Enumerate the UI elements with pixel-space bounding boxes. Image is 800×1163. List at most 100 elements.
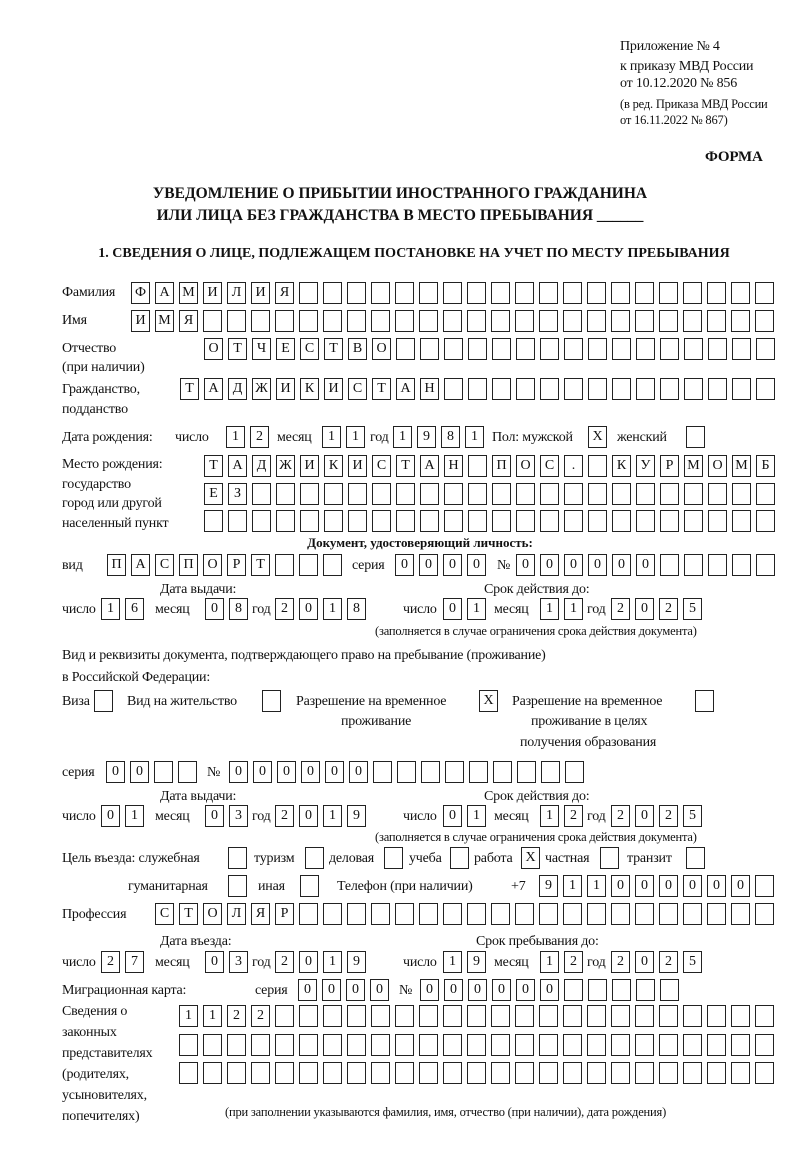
char-box[interactable] <box>347 282 366 304</box>
char-box[interactable] <box>299 310 318 332</box>
char-box[interactable]: Н <box>420 378 439 400</box>
char-box[interactable] <box>228 510 247 532</box>
char-box[interactable] <box>563 903 582 925</box>
char-box[interactable] <box>467 1062 486 1084</box>
char-box[interactable] <box>275 1034 294 1056</box>
char-box[interactable] <box>203 1034 222 1056</box>
char-box[interactable]: 0 <box>299 805 318 827</box>
char-box[interactable] <box>467 903 486 925</box>
char-box[interactable] <box>275 554 294 576</box>
char-box[interactable] <box>395 1005 414 1027</box>
char-box[interactable] <box>756 378 775 400</box>
char-box[interactable] <box>179 1062 198 1084</box>
char-box[interactable]: 9 <box>467 951 486 973</box>
char-box[interactable] <box>397 761 416 783</box>
char-box[interactable] <box>707 1034 726 1056</box>
char-box[interactable]: 2 <box>564 805 583 827</box>
char-box[interactable] <box>540 338 559 360</box>
char-box[interactable] <box>611 903 630 925</box>
char-box[interactable] <box>395 282 414 304</box>
char-box[interactable]: О <box>516 455 535 477</box>
char-box[interactable] <box>539 1005 558 1027</box>
char-box[interactable] <box>540 378 559 400</box>
purpose-humanitarian-checkbox[interactable] <box>228 875 252 897</box>
char-box[interactable]: Ж <box>252 378 271 400</box>
char-box[interactable] <box>469 761 488 783</box>
char-box[interactable]: Е <box>204 483 223 505</box>
char-box[interactable]: 0 <box>229 761 248 783</box>
checkbox-box[interactable]: X <box>588 426 607 448</box>
char-box[interactable] <box>635 903 654 925</box>
char-box[interactable]: Я <box>251 903 270 925</box>
char-box[interactable]: 0 <box>349 761 368 783</box>
char-box[interactable] <box>683 903 702 925</box>
char-box[interactable] <box>372 483 391 505</box>
char-box[interactable]: 0 <box>443 598 462 620</box>
char-box[interactable] <box>395 310 414 332</box>
char-box[interactable] <box>732 483 751 505</box>
char-box[interactable] <box>636 979 655 1001</box>
char-box[interactable] <box>347 903 366 925</box>
char-box[interactable] <box>708 483 727 505</box>
char-box[interactable] <box>468 338 487 360</box>
char-box[interactable] <box>588 979 607 1001</box>
char-box[interactable]: 0 <box>540 979 559 1001</box>
char-box[interactable] <box>635 1005 654 1027</box>
char-box[interactable]: 0 <box>253 761 272 783</box>
char-box[interactable] <box>445 761 464 783</box>
char-box[interactable] <box>323 1034 342 1056</box>
char-box[interactable]: 0 <box>516 979 535 1001</box>
char-box[interactable]: 1 <box>393 426 412 448</box>
char-box[interactable]: 2 <box>275 805 294 827</box>
char-box[interactable] <box>493 761 512 783</box>
char-box[interactable]: 2 <box>659 598 678 620</box>
char-box[interactable] <box>203 1062 222 1084</box>
char-box[interactable]: 1 <box>179 1005 198 1027</box>
char-box[interactable]: М <box>179 282 198 304</box>
char-box[interactable]: 8 <box>347 598 366 620</box>
char-box[interactable]: 0 <box>395 554 414 576</box>
char-box[interactable] <box>419 903 438 925</box>
char-box[interactable]: 0 <box>443 805 462 827</box>
char-box[interactable]: 0 <box>659 875 678 897</box>
char-box[interactable] <box>659 310 678 332</box>
char-box[interactable]: У <box>636 455 655 477</box>
char-box[interactable] <box>732 554 751 576</box>
char-box[interactable]: 1 <box>322 426 341 448</box>
char-box[interactable] <box>275 1062 294 1084</box>
char-box[interactable] <box>421 761 440 783</box>
char-box[interactable] <box>299 903 318 925</box>
char-box[interactable] <box>755 903 774 925</box>
char-box[interactable] <box>540 483 559 505</box>
char-box[interactable] <box>755 282 774 304</box>
char-box[interactable]: 0 <box>205 951 224 973</box>
char-box[interactable] <box>587 1062 606 1084</box>
char-box[interactable]: А <box>204 378 223 400</box>
char-box[interactable] <box>708 338 727 360</box>
char-box[interactable] <box>636 510 655 532</box>
char-box[interactable]: 0 <box>106 761 125 783</box>
checkbox-box[interactable] <box>228 847 247 869</box>
char-box[interactable]: 9 <box>347 805 366 827</box>
char-box[interactable] <box>636 338 655 360</box>
char-box[interactable] <box>636 378 655 400</box>
char-box[interactable]: 2 <box>275 951 294 973</box>
char-box[interactable] <box>227 1062 246 1084</box>
char-box[interactable] <box>395 903 414 925</box>
char-box[interactable]: 1 <box>540 951 559 973</box>
char-box[interactable] <box>468 483 487 505</box>
char-box[interactable]: 1 <box>540 805 559 827</box>
char-box[interactable] <box>756 510 775 532</box>
char-box[interactable] <box>660 338 679 360</box>
char-box[interactable] <box>635 282 654 304</box>
char-box[interactable] <box>635 1034 654 1056</box>
